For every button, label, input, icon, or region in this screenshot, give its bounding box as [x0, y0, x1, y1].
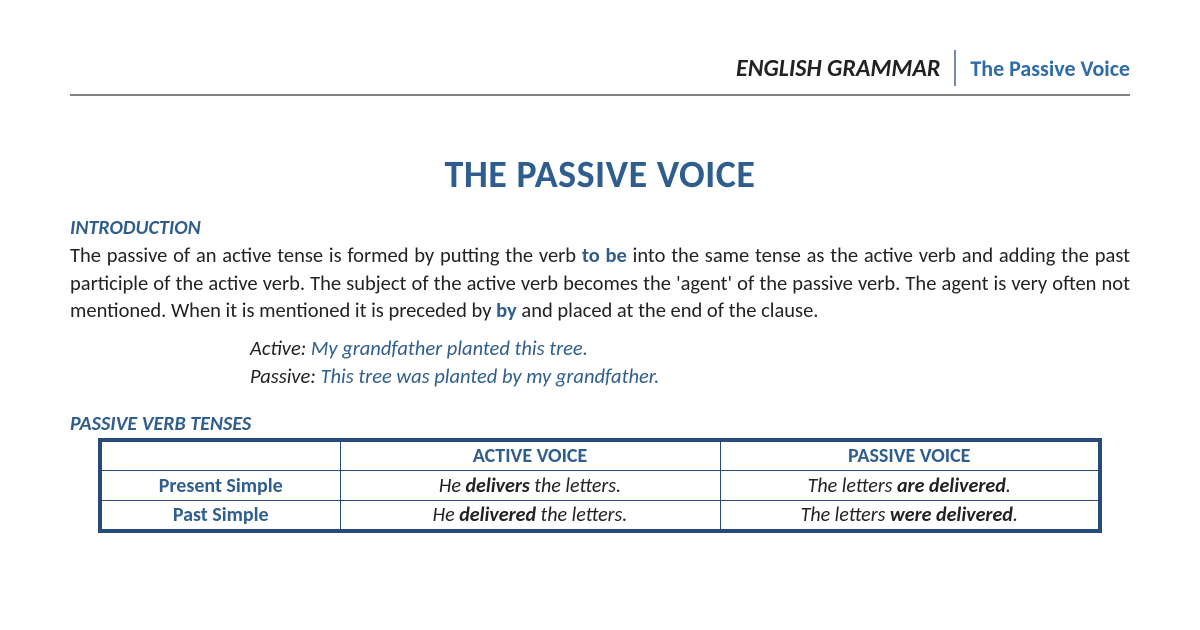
- passive-sentence: The letters were delivered.: [720, 501, 1100, 532]
- sent-post: .: [1006, 474, 1011, 498]
- intro-keyword-by: by: [496, 297, 517, 323]
- header-divider: [954, 50, 956, 86]
- section-label-tenses: PASSIVE VERB TENSES: [70, 412, 1130, 436]
- sent-verb: are delivered: [897, 474, 1006, 498]
- sent-post: .: [1013, 503, 1018, 527]
- tense-name: Past Simple: [100, 501, 340, 532]
- active-sentence: He delivers the letters.: [340, 471, 720, 501]
- sent-verb: were delivered: [890, 503, 1013, 527]
- sent-pre: The letters: [808, 474, 897, 498]
- document-page: ENGLISH GRAMMAR The Passive Voice THE PA…: [0, 0, 1200, 533]
- example-passive-text: This tree was planted by my grandfather.: [320, 363, 659, 389]
- example-passive-label: Passive:: [250, 363, 320, 389]
- example-active: Active: My grandfather planted this tree…: [250, 335, 1130, 363]
- col-passive-voice: PASSIVE VOICE: [720, 440, 1100, 471]
- intro-examples: Active: My grandfather planted this tree…: [250, 335, 1130, 390]
- sent-pre: He: [433, 503, 460, 527]
- page-title: THE PASSIVE VOICE: [70, 152, 1130, 198]
- intro-keyword-tobe: to be: [582, 242, 627, 268]
- passive-sentence: The letters are delivered.: [720, 471, 1100, 501]
- table-row: Present Simple He delivers the letters. …: [100, 471, 1100, 501]
- intro-text-3: and placed at the end of the clause.: [517, 297, 819, 323]
- col-active-voice: ACTIVE VOICE: [340, 440, 720, 471]
- table-header-row: ACTIVE VOICE PASSIVE VOICE: [100, 440, 1100, 471]
- sent-verb: delivers: [465, 474, 529, 498]
- example-active-text: My grandfather planted this tree.: [311, 335, 588, 361]
- section-label-introduction: INTRODUCTION: [70, 216, 1130, 240]
- sent-pre: He: [439, 474, 466, 498]
- header-subject: ENGLISH GRAMMAR: [736, 54, 952, 83]
- col-blank: [100, 440, 340, 471]
- intro-text-1: The passive of an active tense is formed…: [70, 242, 582, 268]
- table-row: Past Simple He delivered the letters. Th…: [100, 501, 1100, 532]
- header-rule: [70, 94, 1130, 96]
- example-active-label: Active:: [250, 335, 311, 361]
- sent-verb: delivered: [459, 503, 536, 527]
- tenses-table-wrap: ACTIVE VOICE PASSIVE VOICE Present Simpl…: [70, 438, 1130, 533]
- tense-name: Present Simple: [100, 471, 340, 501]
- intro-paragraph: The passive of an active tense is formed…: [70, 242, 1130, 325]
- running-header: ENGLISH GRAMMAR The Passive Voice: [70, 50, 1130, 86]
- sent-post: the letters.: [530, 474, 621, 498]
- example-passive: Passive: This tree was planted by my gra…: [250, 363, 1130, 391]
- active-sentence: He delivered the letters.: [340, 501, 720, 532]
- sent-pre: The letters: [801, 503, 890, 527]
- header-topic: The Passive Voice: [958, 55, 1130, 82]
- sent-post: the letters.: [536, 503, 627, 527]
- tenses-table: ACTIVE VOICE PASSIVE VOICE Present Simpl…: [98, 438, 1102, 533]
